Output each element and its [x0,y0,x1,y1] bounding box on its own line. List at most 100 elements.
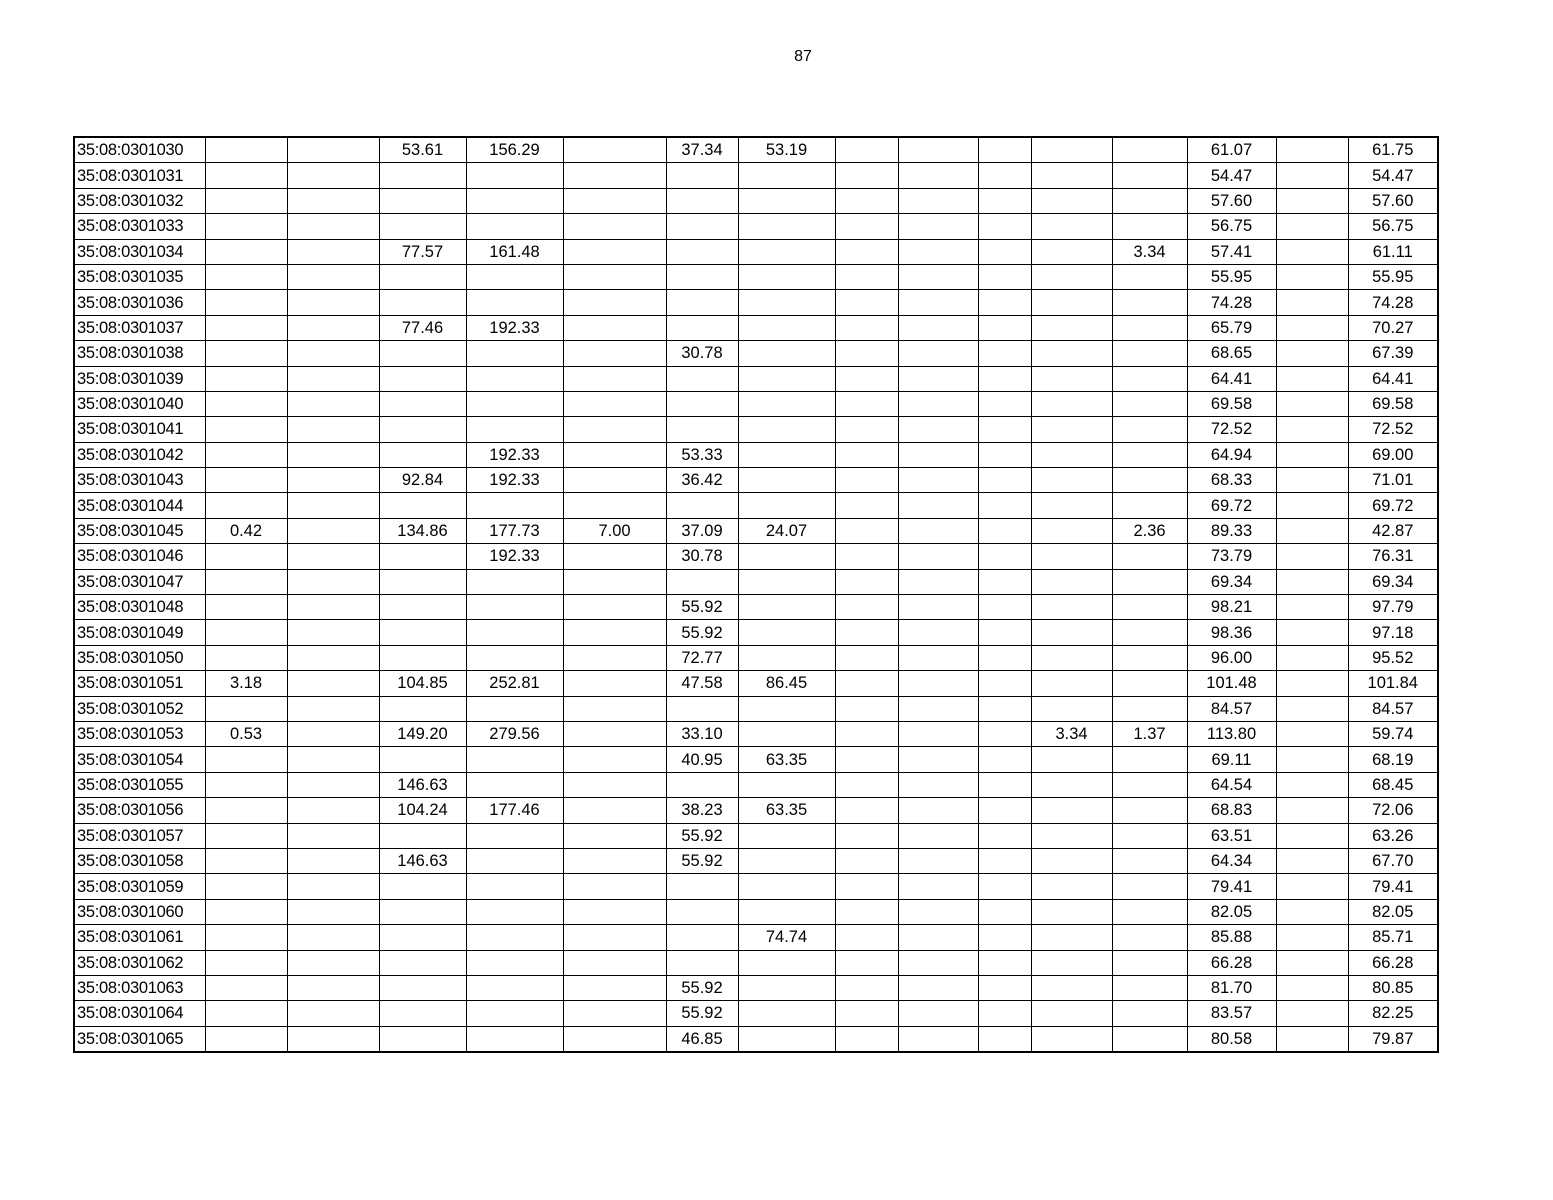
value-cell [286,949,380,976]
value-cell [977,898,1032,926]
value-cell [977,263,1032,291]
value-cell [977,1000,1032,1027]
value-cell: 55.92 [665,594,739,621]
value-cell: 57.60 [1347,187,1439,215]
value-cell [1111,543,1188,570]
value-cell: 63.35 [737,797,836,824]
value-cell [737,543,836,570]
value-cell [1030,771,1113,799]
value-cell [977,746,1032,773]
value-cell [286,543,380,570]
value-cell [897,365,979,392]
value-cell [665,416,739,443]
value-cell [204,467,288,494]
value-cell [286,822,380,849]
value-cell [897,314,979,342]
value-cell [378,695,467,722]
table-row: 35:08:0301036 74.28 74.28 [73,289,1439,316]
value-cell: 81.70 [1186,974,1277,1002]
value-cell [286,517,380,545]
value-cell [562,670,667,697]
value-cell [737,314,836,342]
value-cell: 66.28 [1347,949,1439,976]
table-row: 35:08:0301064 55.92 83.57 82.25 [73,1000,1439,1027]
value-cell [1275,136,1349,164]
value-cell [562,340,667,367]
value-cell: 54.47 [1347,162,1439,189]
value-cell [1111,416,1188,443]
value-cell: 55.92 [665,619,739,646]
value-cell [465,390,564,418]
value-cell [286,847,380,875]
value-cell [1030,746,1113,773]
value-cell [1111,670,1188,697]
table-row: 35:08:0301051 3.18 104.85 252.81 47.58 86.45 1… [73,670,1439,697]
value-cell [286,136,380,164]
value-cell [1111,187,1188,215]
value-cell: 55.92 [665,974,739,1002]
value-cell [1030,263,1113,291]
value-cell [1275,822,1349,849]
value-cell [834,289,899,316]
value-cell [562,365,667,392]
value-cell: 69.11 [1186,746,1277,773]
value-cell [1111,873,1188,900]
value-cell [562,594,667,621]
value-cell [562,467,667,494]
parcel-id-cell: 35:08:0301030 [73,136,206,164]
value-cell: 85.71 [1347,924,1439,951]
value-cell [204,213,288,240]
value-cell [562,568,667,596]
value-cell [1275,619,1349,646]
value-cell: 98.21 [1186,594,1277,621]
value-cell [897,390,979,418]
value-cell [737,644,836,672]
value-cell [1111,492,1188,519]
value-cell: 69.00 [1347,441,1439,469]
value-cell [1275,568,1349,596]
value-cell [1111,924,1188,951]
value-cell: 77.57 [378,238,467,265]
parcel-id-cell: 35:08:0301038 [73,340,206,367]
value-cell [1111,467,1188,494]
value-cell [1111,847,1188,875]
value-cell [665,492,739,519]
value-cell [977,797,1032,824]
value-cell [834,365,899,392]
value-cell [1030,695,1113,722]
value-cell [834,162,899,189]
value-cell: 47.58 [665,670,739,697]
value-cell [204,695,288,722]
value-cell: 0.53 [204,720,288,748]
value-cell [897,543,979,570]
value-cell: 177.46 [465,797,564,824]
value-cell: 74.74 [737,924,836,951]
parcel-id-cell: 35:08:0301032 [73,187,206,215]
value-cell [834,720,899,748]
value-cell [977,644,1032,672]
value-cell [834,467,899,494]
value-cell [977,289,1032,316]
parcel-id-cell: 35:08:0301041 [73,416,206,443]
value-cell [737,416,836,443]
value-cell: 101.84 [1347,670,1439,697]
value-cell [1275,213,1349,240]
value-cell [665,695,739,722]
value-cell: 24.07 [737,517,836,545]
value-cell [897,517,979,545]
value-cell [1275,187,1349,215]
value-cell [834,898,899,926]
value-cell [834,771,899,799]
value-cell: 76.31 [1347,543,1439,570]
value-cell: 53.33 [665,441,739,469]
value-cell [1030,873,1113,900]
table-row: 35:08:0301040 69.58 69.58 [73,390,1439,418]
value-cell: 38.23 [665,797,739,824]
value-cell [204,847,288,875]
table-row: 35:08:0301032 57.60 57.60 [73,187,1439,215]
value-cell [562,289,667,316]
value-cell [977,238,1032,265]
value-cell [737,467,836,494]
value-cell [977,187,1032,215]
value-cell: 192.33 [465,441,564,469]
